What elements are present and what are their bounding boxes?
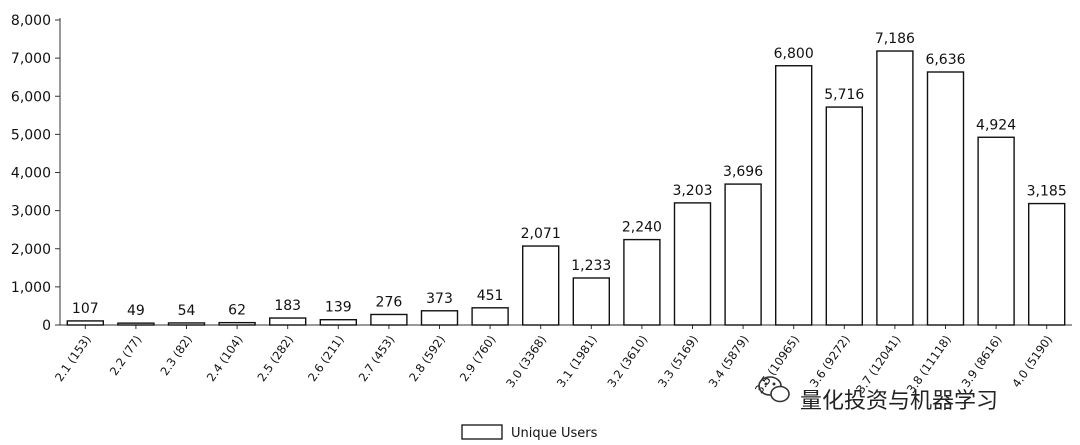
data-label: 7,186 <box>875 31 915 47</box>
bars <box>66 50 1066 326</box>
legend-swatch <box>461 424 503 440</box>
x-tick-label: 2.7 (453) <box>356 333 398 384</box>
x-tick-label: 2.2 (77) <box>107 333 145 378</box>
data-label: 3,185 <box>1027 184 1067 200</box>
x-axis: 2.1 (153) 2.2 (77) 2.3 (82) 2.4 (104) 2.5 (2… <box>52 324 1072 396</box>
data-label: 49 <box>127 303 145 319</box>
x-tick-label: 2.9 (760) <box>457 333 499 384</box>
x-tick-label: 2.4 (104) <box>204 333 246 384</box>
data-label: 451 <box>477 288 504 304</box>
y-tick-label: 2,000 <box>11 242 51 258</box>
bar <box>66 320 105 326</box>
bar <box>167 322 206 326</box>
bar <box>926 71 965 326</box>
wechat-icon <box>758 376 790 403</box>
data-label: 2,240 <box>622 220 662 236</box>
x-tick-label: 2.5 (282) <box>254 333 296 384</box>
data-labels: 107 49 54 62 183 139 276 373 451 2,071 1,233 2,240 3… <box>72 31 1067 319</box>
bar <box>623 238 661 326</box>
legend: Unique Users <box>461 424 598 441</box>
data-label: 107 <box>72 301 99 317</box>
y-tick-label: 6,000 <box>11 89 51 105</box>
legend-label: Unique Users <box>511 426 598 441</box>
bar <box>218 321 256 326</box>
watermark: 量化投资与机器学习 <box>758 376 998 414</box>
data-label: 183 <box>274 298 301 314</box>
x-tick-label: 3.6 (9272) <box>807 333 853 390</box>
data-label: 6,800 <box>774 46 814 62</box>
data-label: 3,696 <box>723 164 763 180</box>
bar <box>825 106 863 326</box>
data-label: 276 <box>376 294 403 310</box>
x-tick-label: 2.3 (82) <box>157 333 195 378</box>
bar <box>775 65 813 326</box>
bar <box>370 313 408 326</box>
x-tick-label: 4.0 (5190) <box>1009 333 1055 390</box>
x-tick-label: 3.8 (11118) <box>904 333 954 396</box>
y-tick-label: 8,000 <box>11 13 51 29</box>
data-label: 2,071 <box>521 226 561 242</box>
bar <box>117 322 155 326</box>
data-label: 6,636 <box>925 52 965 68</box>
x-tick-label: 2.8 (592) <box>406 333 448 384</box>
bar <box>319 319 357 326</box>
bar <box>673 202 712 326</box>
data-label: 139 <box>325 300 352 316</box>
x-tick-label: 3.7 (12041) <box>853 333 903 396</box>
data-label: 3,203 <box>672 183 712 199</box>
y-tick-label: 7,000 <box>11 51 51 67</box>
data-label: 62 <box>228 303 246 319</box>
bar <box>471 307 509 326</box>
x-tick-label: 3.0 (3368) <box>503 333 549 390</box>
x-tick-label: 2.6 (211) <box>305 333 347 384</box>
bar <box>420 310 459 326</box>
y-tick-label: 4,000 <box>11 166 51 182</box>
bar <box>572 277 610 326</box>
y-tick-label: 3,000 <box>11 204 51 220</box>
x-tick-label: 3.4 (5879) <box>706 333 752 390</box>
data-label: 4,924 <box>976 117 1016 133</box>
x-tick-label: 3.2 (3610) <box>604 333 650 390</box>
x-tick-label: 3.1 (1981) <box>554 333 600 390</box>
y-tick-label: 0 <box>42 318 51 334</box>
data-label: 1,233 <box>571 258 611 274</box>
bar <box>269 317 307 326</box>
data-label: 5,716 <box>824 87 864 103</box>
x-tick-label: 3.9 (8616) <box>959 333 1005 390</box>
data-label: 373 <box>426 291 453 307</box>
bar <box>522 245 560 326</box>
y-tick-label: 5,000 <box>11 127 51 143</box>
x-tick-label: 2.1 (153) <box>52 333 94 384</box>
bar <box>977 136 1015 326</box>
bar <box>1027 202 1066 326</box>
x-tick-label: 3.3 (5169) <box>655 333 701 390</box>
y-axis: 0 1,000 2,000 3,000 4,000 5,000 6,000 7,000 8,00… <box>11 13 61 334</box>
bar <box>876 50 914 326</box>
data-label: 54 <box>178 303 196 319</box>
bar <box>724 183 762 326</box>
y-tick-label: 1,000 <box>11 280 51 296</box>
watermark-text: 量化投资与机器学习 <box>800 389 998 414</box>
